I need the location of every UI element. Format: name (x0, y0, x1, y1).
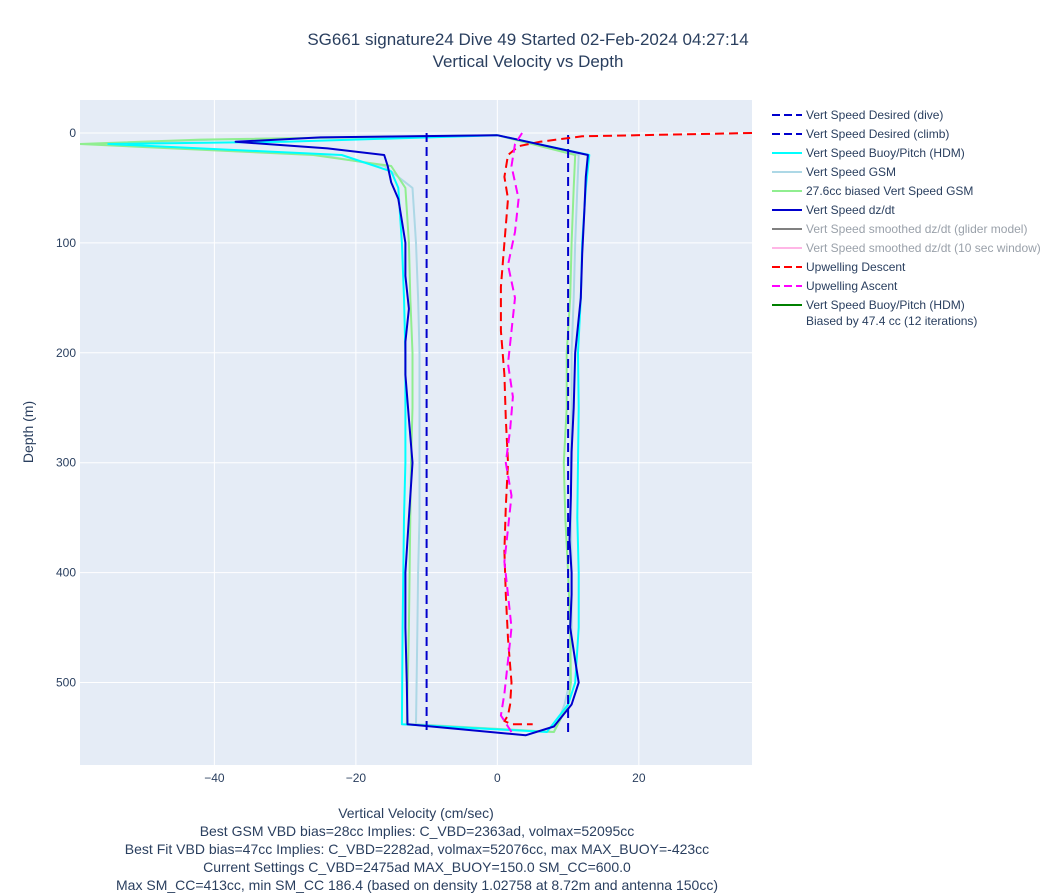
legend-label: Vert Speed Buoy/Pitch (HDM) (806, 146, 965, 160)
legend-item[interactable]: Vert Speed Buoy/Pitch (HDM) Biased by 47.… (772, 298, 977, 328)
footer-line-4: Max SM_CC=413cc, min SM_CC 186.4 (based … (116, 877, 718, 893)
chart-subtitle: Vertical Velocity vs Depth (432, 52, 624, 71)
y-axis-label: Depth (m) (20, 401, 36, 463)
y-tick-label: 0 (69, 126, 76, 140)
x-tick-label: −20 (346, 771, 367, 785)
legend-label: Vert Speed smoothed dz/dt (10 sec window… (806, 241, 1041, 255)
x-tick-label: 20 (632, 771, 646, 785)
legend-item[interactable]: Vert Speed Buoy/Pitch (HDM) (772, 146, 965, 160)
legend-item[interactable]: Upwelling Descent (772, 260, 906, 274)
series-line-2 (107, 134, 591, 733)
legend[interactable]: Vert Speed Desired (dive) Vert Speed Desi… (772, 108, 1041, 328)
legend-label: Vert Speed GSM (806, 165, 896, 179)
legend-item[interactable]: Vert Speed Desired (climb) (772, 127, 949, 141)
legend-label: Vert Speed smoothed dz/dt (glider model) (806, 222, 1027, 236)
series-line-4 (80, 134, 577, 733)
legend-item[interactable]: Vert Speed Desired (dive) (772, 108, 943, 122)
series-layer (80, 132, 752, 737)
y-tick-label: 500 (56, 676, 76, 690)
chart-title: SG661 signature24 Dive 49 Started 02-Feb… (307, 30, 749, 49)
legend-item[interactable]: Vert Speed smoothed dz/dt (glider model) (772, 222, 1027, 236)
series-line-9 (499, 132, 523, 733)
y-tick-label: 300 (56, 456, 76, 470)
legend-item[interactable]: Vert Speed GSM (772, 165, 896, 179)
footer-line-1: Best GSM VBD bias=28cc Implies: C_VBD=23… (199, 823, 635, 839)
plot-area (80, 100, 752, 765)
y-tick-label: 200 (56, 346, 76, 360)
footer-line-2: Best Fit VBD bias=47cc Implies: C_VBD=22… (124, 841, 710, 857)
footer-line-3: Current Settings C_VBD=2475ad MAX_BUOY=1… (203, 859, 631, 875)
y-tick-label: 100 (56, 236, 76, 250)
x-tick-label: 0 (494, 771, 501, 785)
legend-item[interactable]: Upwelling Ascent (772, 279, 898, 293)
grid-lines (80, 100, 752, 765)
legend-item[interactable]: Vert Speed smoothed dz/dt (10 sec window… (772, 241, 1041, 255)
series-line-8 (499, 132, 752, 726)
legend-label: Upwelling Ascent (806, 279, 898, 293)
legend-label: Vert Speed dz/dt (806, 203, 895, 217)
legend-item[interactable]: 27.6cc biased Vert Speed GSM (772, 184, 973, 198)
x-axis-label: Vertical Velocity (cm/sec) (338, 805, 494, 821)
legend-label: Vert Speed Desired (dive) (806, 108, 943, 122)
legend-label: 27.6cc biased Vert Speed GSM (806, 184, 973, 198)
y-tick-label: 400 (56, 566, 76, 580)
legend-label: Vert Speed Buoy/Pitch (HDM) (806, 298, 965, 312)
legend-label: Vert Speed Desired (climb) (806, 127, 949, 141)
series-line-5 (234, 134, 589, 737)
legend-label: Upwelling Descent (806, 260, 906, 274)
legend-item[interactable]: Vert Speed dz/dt (772, 203, 895, 217)
x-tick-label: −40 (204, 771, 225, 785)
legend-label-line-2: Biased by 47.4 cc (12 iterations) (806, 314, 977, 328)
